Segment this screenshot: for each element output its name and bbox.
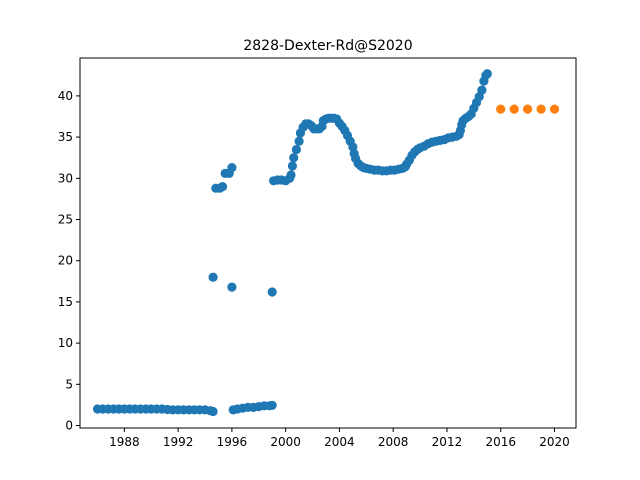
x-tick-label: 1988 [109,435,140,449]
y-tick-label: 30 [58,171,73,185]
data-point-series-1-27 [217,182,228,192]
x-tick-label: 1996 [217,435,248,449]
x-tick-label: 2004 [324,435,355,449]
y-axis: 0 5 10 15 20 25 30 35 40 [58,89,80,433]
data-point-series-1-40 [267,400,277,410]
data-point-series-2-3 [523,104,533,114]
data-point-series-1-51 [294,136,304,146]
chart-title: 2828-Dexter-Rd@S2020 [243,38,412,54]
data-point-series-1-30 [227,163,237,173]
y-tick-label: 0 [65,419,73,433]
y-tick-label: 20 [58,254,73,268]
x-tick-label: 2016 [485,435,516,449]
y-tick-label: 5 [65,377,73,391]
y-tick-label: 40 [58,89,73,103]
y-tick-label: 10 [58,336,73,350]
data-point-series-1-114 [477,85,487,95]
data-point-series-1-48 [287,161,297,171]
data-point-series-2-2 [509,104,519,114]
y-tick-label: 15 [58,295,73,309]
data-point-series-1-47 [286,170,296,180]
data-point-series-1-49 [289,153,299,163]
data-point-series-2-5 [549,104,560,114]
y-tick-label: 25 [58,213,73,227]
data-point-series-2-1 [496,104,506,114]
data-point-series-1-50 [291,144,301,155]
data-point-series-1-41 [267,287,277,297]
plot-area-frame [79,57,577,429]
x-axis: 1988 1992 1996 2000 2004 2008 2012 2016 2020 [109,428,570,449]
data-point-series-1-24 [208,272,218,282]
x-tick-label: 1992 [163,435,194,449]
y-tick-label: 35 [58,130,73,144]
x-tick-label: 2008 [378,435,409,449]
plot-marks [92,69,560,417]
x-tick-label: 2020 [539,435,570,449]
data-point-series-1-31 [227,282,237,292]
data-point-series-1-117 [482,69,492,79]
x-tick-label: 2000 [270,435,301,449]
data-point-series-2-4 [536,104,546,114]
x-tick-label: 2012 [432,435,463,449]
data-point-series-1-23 [208,406,218,417]
